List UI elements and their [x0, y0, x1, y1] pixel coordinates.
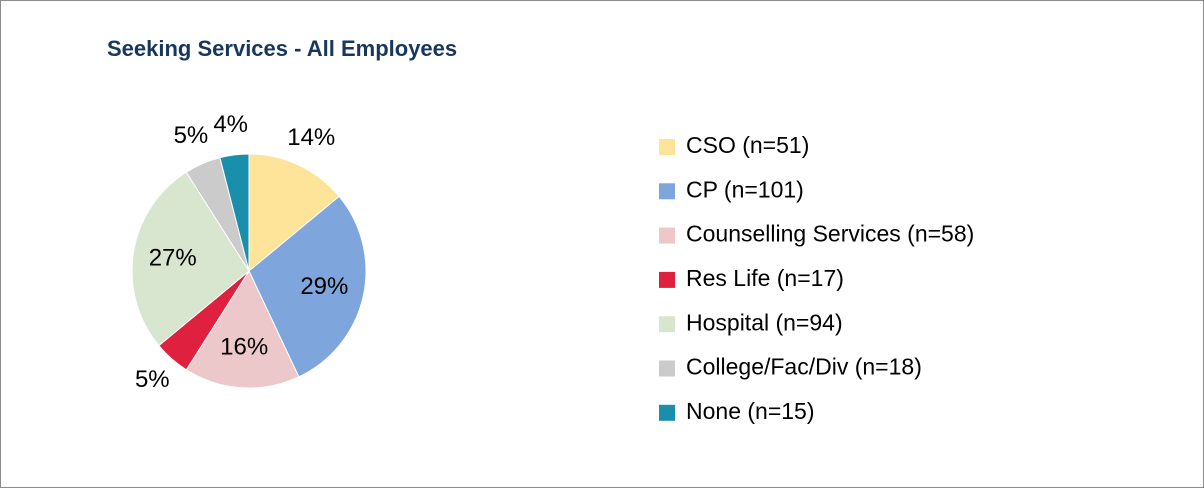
chart-title: Seeking Services - All Employees [107, 36, 457, 61]
legend-swatch [659, 183, 675, 200]
pie-slice [185, 269, 300, 389]
legend-swatch [659, 316, 675, 333]
data-label: 5% [174, 122, 209, 149]
legend-swatch [659, 404, 675, 421]
data-label: 16% [220, 333, 268, 360]
legend-swatch [659, 271, 675, 288]
legend-label: Counselling Services (n=58) [686, 221, 974, 247]
legend-swatch [659, 360, 675, 377]
pie-slice [131, 171, 250, 347]
legend-label: College/Fac/Div (n=18) [686, 354, 922, 380]
legend-label: Res Life (n=17) [686, 265, 844, 291]
legend-swatch [659, 139, 675, 155]
legend-label: None (n=15) [686, 398, 815, 424]
legend-label: CP (n=101) [686, 176, 804, 202]
legend-swatch [659, 227, 675, 244]
data-label: 27% [149, 244, 197, 271]
data-label: 14% [287, 124, 335, 151]
data-label: 4% [213, 111, 248, 138]
legend-label: Hospital (n=94) [686, 309, 843, 335]
pie-slice [219, 153, 250, 272]
pie-slice [248, 195, 367, 378]
data-label: 29% [300, 273, 348, 300]
legend-label: CSO (n=51) [686, 132, 809, 158]
data-label: 5% [135, 366, 170, 393]
pie-slice [248, 153, 340, 273]
